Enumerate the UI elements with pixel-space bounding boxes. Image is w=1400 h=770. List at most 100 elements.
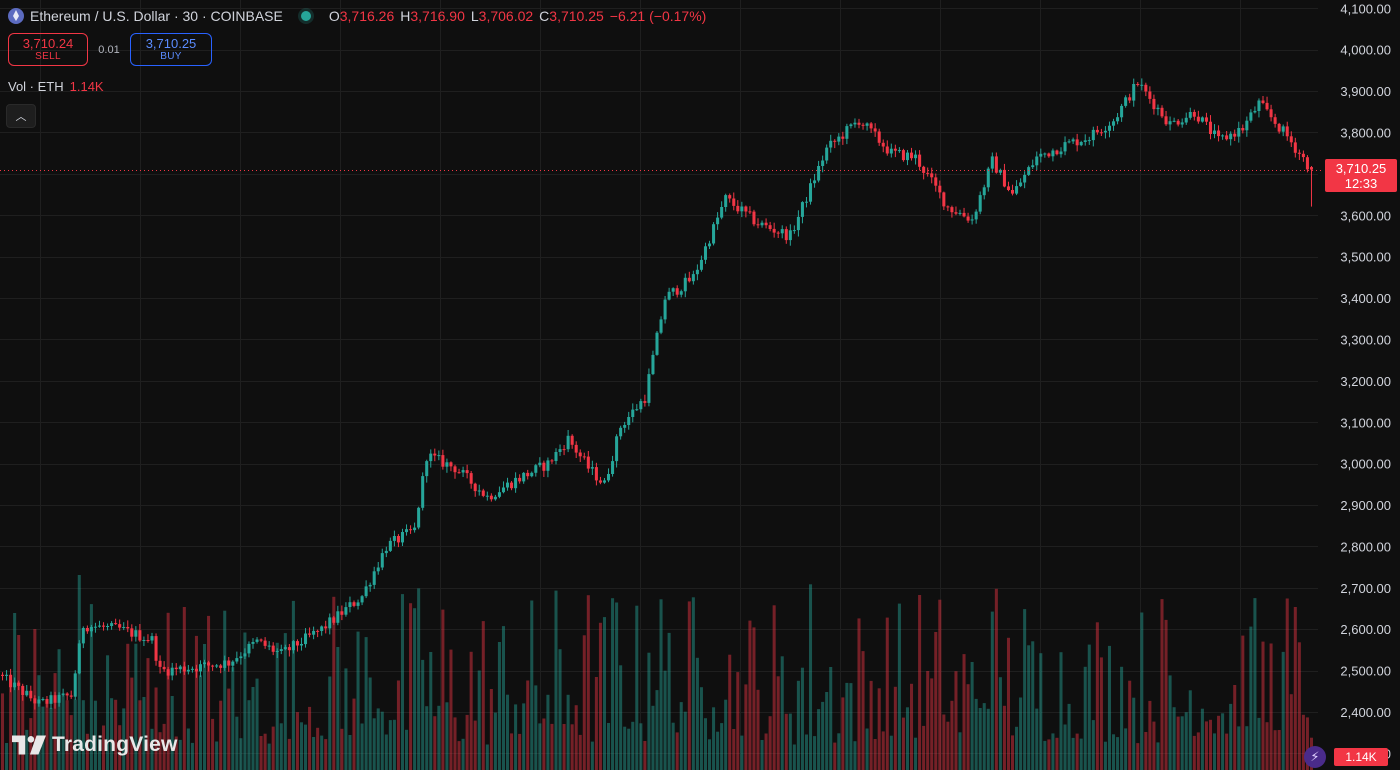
y-tick-label: 2,900.00 [1340, 498, 1391, 513]
volume-legend[interactable]: Vol · ETH 1.14K [8, 79, 104, 94]
volume-bar [796, 680, 800, 770]
candle-body [1229, 133, 1233, 140]
candle-body [65, 693, 69, 696]
volume-bar [594, 677, 598, 770]
volume-bar [368, 677, 372, 770]
candle-body [231, 661, 235, 666]
candle-series [1, 78, 1313, 710]
volume-bar [465, 714, 469, 770]
volume-bar [946, 721, 950, 770]
candle-body [550, 460, 554, 462]
candle-body [21, 685, 25, 696]
volume-bar [477, 670, 481, 770]
candle-body [663, 299, 667, 320]
candle-body [1261, 100, 1265, 103]
candle-body [990, 156, 994, 169]
volume-bar [1027, 645, 1031, 770]
candle-body [453, 466, 457, 473]
candle-body [611, 461, 615, 474]
tradingview-logo[interactable]: TradingView [12, 733, 178, 757]
volume-bar [263, 733, 267, 770]
market-status-icon[interactable] [300, 11, 311, 21]
volume-bar [190, 742, 194, 770]
candle-body [756, 224, 760, 226]
volume-bar [716, 731, 720, 770]
volume-bar [219, 700, 223, 770]
volume-bar [1120, 666, 1124, 770]
symbol-title[interactable]: Ethereum / U.S. Dollar · 30 · COINBASE [30, 8, 283, 24]
candle-body [441, 455, 445, 467]
volume-bar [659, 599, 663, 770]
candle-body [215, 665, 219, 667]
candle-body [853, 122, 857, 125]
y-tick-label: 3,300.00 [1340, 332, 1391, 347]
candle-body [182, 666, 186, 672]
volume-bar [1221, 713, 1225, 770]
candle-body [1075, 139, 1079, 146]
volume-bar [409, 603, 413, 770]
volume-bar [772, 605, 776, 770]
candle-body [271, 645, 275, 652]
candle-body [1124, 97, 1128, 106]
candle-body [1265, 102, 1269, 110]
candle-body [1144, 84, 1148, 92]
price-axis[interactable]: 4,100.004,000.003,900.003,800.003,700.00… [1340, 1, 1391, 761]
volume-bar [857, 618, 861, 770]
volume-bar [1035, 708, 1039, 770]
volume-bar [405, 729, 409, 770]
candle-body [530, 472, 534, 477]
volume-bar [85, 733, 89, 770]
volume-bar [457, 741, 461, 770]
candle-body [1160, 107, 1164, 117]
candle-body [360, 596, 364, 603]
candle-body [1233, 133, 1237, 137]
candle-body [643, 401, 647, 403]
volume-bar [708, 739, 712, 770]
candle-body [275, 651, 279, 652]
candle-body [776, 232, 780, 234]
candle-body [162, 666, 166, 670]
candle-body [813, 180, 817, 184]
y-tick-label: 3,100.00 [1340, 415, 1391, 430]
candle-body [857, 122, 861, 125]
lightning-icon[interactable]: ⚡ [1304, 746, 1326, 768]
volume-bar [647, 652, 651, 770]
candle-body [41, 699, 45, 700]
candle-body [481, 490, 485, 496]
volume-bar [215, 741, 219, 770]
volume-bar [364, 637, 368, 770]
volume-bar [998, 677, 1002, 770]
chevron-up-icon: ︿ [15, 111, 27, 123]
volume-bar [9, 679, 13, 770]
candle-body [869, 123, 873, 129]
volume-bar [372, 718, 376, 770]
candle-body [49, 695, 53, 704]
candle-body [57, 694, 61, 703]
candle-body [1087, 140, 1091, 142]
volume-bar [1, 693, 5, 770]
volume-bar [324, 739, 328, 770]
candle-body [89, 627, 93, 632]
collapse-legend-button[interactable]: ︿ [6, 104, 36, 128]
volume-bar [683, 711, 687, 770]
volume-bar [1192, 735, 1196, 770]
buy-button[interactable]: 3,710.25 BUY [130, 33, 212, 66]
sell-button[interactable]: 3,710.24 SELL [8, 33, 88, 66]
volume-bar [712, 707, 716, 770]
candle-body [671, 288, 675, 292]
y-tick-label: 2,400.00 [1340, 705, 1391, 720]
candle-body [825, 147, 829, 161]
candle-body [1095, 129, 1099, 133]
candle-body [316, 630, 320, 632]
volume-bar [1160, 599, 1164, 770]
candle-body [594, 467, 598, 481]
candle-body [477, 490, 481, 492]
volume-bar [607, 723, 611, 770]
candle-body [655, 332, 659, 355]
volume-bar [897, 603, 901, 770]
candle-body [712, 224, 716, 244]
volume-bar [986, 708, 990, 770]
y-tick-label: 3,600.00 [1340, 208, 1391, 223]
volume-bar [21, 695, 25, 770]
